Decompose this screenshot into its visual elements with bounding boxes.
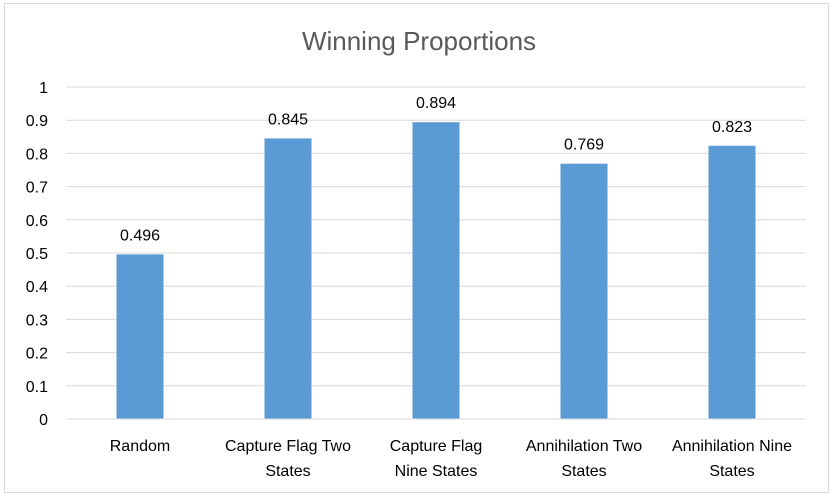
gridlines: [66, 86, 806, 387]
y-tick-label: 0.9: [26, 113, 48, 130]
x-tick-label: States: [709, 463, 754, 480]
x-tick-label: Nine States: [395, 463, 478, 480]
x-tick-label: Capture Flag: [390, 438, 483, 455]
chart-title: Winning Proportions: [302, 26, 536, 56]
y-axis-ticks: 0 0.1 0.2 0.3 0.4 0.5 0.6 0.7 0.8 0.9 1: [26, 80, 48, 429]
x-tick-label: Annihilation Nine: [672, 438, 792, 455]
bar: [116, 254, 164, 419]
y-tick-label: 0.8: [26, 146, 48, 163]
data-label: 0.894: [416, 95, 456, 112]
x-tick-label: Capture Flag Two: [225, 438, 351, 455]
y-tick-label: 0.4: [26, 279, 48, 296]
y-tick-label: 0.3: [26, 312, 48, 329]
bar: [708, 145, 756, 419]
x-tick-label: Random: [110, 438, 170, 455]
y-tick-label: 0.6: [26, 213, 48, 230]
x-tick-label: States: [561, 463, 606, 480]
x-tick-label: Annihilation Two: [526, 438, 642, 455]
y-tick-label: 0.7: [26, 180, 48, 197]
y-tick-label: 0.2: [26, 346, 48, 363]
bars: [116, 122, 756, 419]
y-tick-label: 1: [39, 80, 48, 97]
data-label: 0.823: [712, 119, 752, 136]
y-tick-label: 0.1: [26, 379, 48, 396]
x-axis-ticks: Random Capture Flag Two States Capture Flag…: [110, 438, 792, 480]
data-label: 0.496: [120, 227, 160, 244]
bar: [560, 163, 608, 419]
data-labels: 0.496 0.845 0.894 0.769 0.823: [120, 95, 752, 244]
x-tick-label: States: [265, 463, 310, 480]
bar: [264, 138, 312, 419]
data-label: 0.845: [268, 111, 308, 128]
data-label: 0.769: [564, 137, 604, 154]
y-tick-label: 0.5: [26, 246, 48, 263]
y-tick-label: 0: [39, 412, 48, 429]
bar: [412, 122, 460, 419]
